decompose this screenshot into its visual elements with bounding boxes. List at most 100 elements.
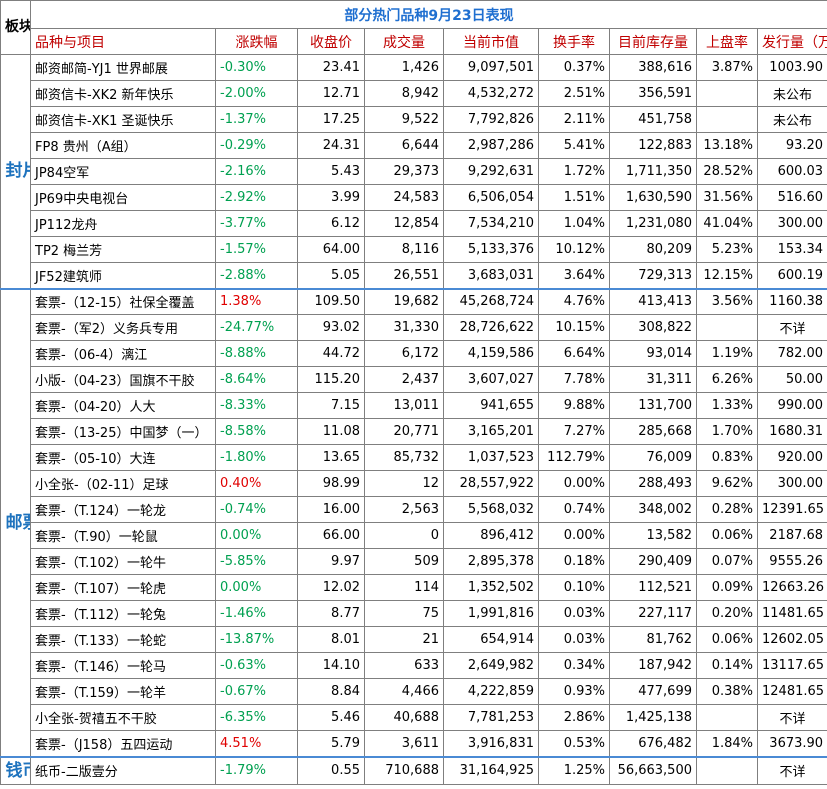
row-listing-rate: 0.09% (696, 574, 758, 601)
row-close: 109.50 (297, 287, 365, 315)
row-turnover: 2.86% (538, 704, 610, 731)
section-label: 封片 (0, 54, 31, 289)
row-listing-rate: 31.56% (696, 184, 758, 211)
row-volume: 31,330 (364, 314, 444, 341)
row-market-value: 28,557,922 (443, 470, 539, 497)
row-issue: 9555.26 (756, 548, 827, 575)
row-listing-rate: 1.19% (696, 340, 758, 367)
row-change: -8.64% (215, 366, 298, 393)
table-row: JP69中央电视台 -2.92% 3.99 24,583 6,506,054 1.51% 1… (1, 184, 827, 211)
row-market-value: 4,222,859 (443, 678, 539, 705)
row-change: -8.33% (215, 392, 298, 419)
row-volume: 9,522 (364, 106, 444, 133)
row-stock: 76,009 (609, 444, 697, 471)
row-stock: 388,616 (609, 54, 697, 81)
row-issue: 600.03 (756, 158, 827, 185)
row-volume: 2,563 (364, 496, 444, 523)
table-row: 小全张-贺禧五不干胶 -6.35% 5.46 40,688 7,781,253 2.86%… (1, 704, 827, 731)
table-row: 套票-（J158）五四运动 4.51% 5.79 3,611 3,916,831 0.53… (1, 730, 827, 757)
row-issue: 不详 (756, 704, 827, 731)
row-stock: 1,630,590 (609, 184, 697, 211)
row-market-value: 3,916,831 (443, 730, 539, 757)
row-issue: 1003.90 (756, 54, 827, 81)
row-stock: 348,002 (609, 496, 697, 523)
row-market-value: 3,683,031 (443, 262, 539, 289)
row-change: -0.29% (215, 132, 298, 159)
row-listing-rate: 0.14% (696, 652, 758, 679)
row-issue: 未公布 (756, 80, 827, 107)
row-stock: 112,521 (609, 574, 697, 601)
row-stock: 676,482 (609, 730, 697, 757)
row-name: 套票-（06-4）漓江 (30, 340, 216, 367)
row-volume: 40,688 (364, 704, 444, 731)
row-close: 11.08 (297, 418, 365, 445)
row-listing-rate (696, 80, 758, 107)
row-issue: 300.00 (756, 210, 827, 237)
row-name: TP2 梅兰芳 (30, 236, 216, 263)
table-row: JP84空军 -2.16% 5.43 29,373 9,292,631 1.72% 1,71… (1, 158, 827, 185)
row-close: 17.25 (297, 106, 365, 133)
row-listing-rate: 0.83% (696, 444, 758, 471)
table-row: 套票-（T.90）一轮鼠 0.00% 66.00 0 896,412 0.00% 13,58… (1, 522, 827, 549)
row-stock: 131,700 (609, 392, 697, 419)
row-market-value: 31,164,925 (443, 755, 539, 785)
row-listing-rate (696, 106, 758, 133)
row-stock: 729,313 (609, 262, 697, 289)
row-name: 套票-（12-15）社保全覆盖 (30, 287, 216, 315)
table-row: 小全张-（02-11）足球 0.40% 98.99 12 28,557,922 0.00%… (1, 470, 827, 497)
row-turnover: 0.18% (538, 548, 610, 575)
row-close: 0.55 (297, 755, 365, 785)
row-market-value: 1,037,523 (443, 444, 539, 471)
row-close: 93.02 (297, 314, 365, 341)
row-volume: 3,611 (364, 730, 444, 757)
row-stock: 81,762 (609, 626, 697, 653)
row-volume: 4,466 (364, 678, 444, 705)
row-listing-rate: 0.07% (696, 548, 758, 575)
row-issue: 153.34 (756, 236, 827, 263)
row-issue: 516.60 (756, 184, 827, 211)
row-issue: 12391.65 (756, 496, 827, 523)
row-change: -1.46% (215, 600, 298, 627)
row-turnover: 2.51% (538, 80, 610, 107)
row-turnover: 0.00% (538, 522, 610, 549)
row-turnover: 7.27% (538, 418, 610, 445)
table-row: 小版-（04-23）国旗不干胶 -8.64% 115.20 2,437 3,607,02… (1, 366, 827, 393)
row-market-value: 7,792,826 (443, 106, 539, 133)
row-turnover: 5.41% (538, 132, 610, 159)
table-row: 封片邮资邮简-YJ1 世界邮展-0.30%23.411,4269,097,501… (0, 54, 827, 289)
table-row: 套票-（04-20）人大 -8.33% 7.15 13,011 941,655 9.88%… (1, 392, 827, 419)
row-turnover: 112.79% (538, 444, 610, 471)
row-name: 小全张-（02-11）足球 (30, 470, 216, 497)
row-name: 邮资信卡-XK1 圣诞快乐 (30, 106, 216, 133)
table-row: 邮资信卡-XK2 新年快乐 -2.00% 12.71 8,942 4,532,272 2.… (1, 80, 827, 107)
row-market-value: 2,987,286 (443, 132, 539, 159)
row-name: 套票-（T.90）一轮鼠 (30, 522, 216, 549)
row-stock: 288,493 (609, 470, 697, 497)
row-change: -2.88% (215, 262, 298, 289)
row-name: 套票-（T.159）一轮羊 (30, 678, 216, 705)
row-change: -5.85% (215, 548, 298, 575)
row-stock: 13,582 (609, 522, 697, 549)
row-turnover: 0.03% (538, 600, 610, 627)
row-volume: 114 (364, 574, 444, 601)
row-issue: 不详 (756, 314, 827, 341)
row-change: -6.35% (215, 704, 298, 731)
row-market-value: 3,165,201 (443, 418, 539, 445)
row-turnover: 0.34% (538, 652, 610, 679)
row-listing-rate: 0.20% (696, 600, 758, 627)
row-stock: 227,117 (609, 600, 697, 627)
row-market-value: 7,781,253 (443, 704, 539, 731)
row-market-value: 5,133,376 (443, 236, 539, 263)
col-header-issue: 发行量（万） (756, 28, 827, 55)
row-turnover: 0.03% (538, 626, 610, 653)
row-market-value: 2,895,378 (443, 548, 539, 575)
row-close: 64.00 (297, 236, 365, 263)
row-listing-rate: 41.04% (696, 210, 758, 237)
row-name: 套票-（T.107）一轮虎 (30, 574, 216, 601)
row-name: JP112龙舟 (30, 210, 216, 237)
row-issue: 12602.05 (756, 626, 827, 653)
row-close: 66.00 (297, 522, 365, 549)
row-market-value: 4,532,272 (443, 80, 539, 107)
row-issue: 2187.68 (756, 522, 827, 549)
row-listing-rate: 3.56% (696, 287, 758, 315)
